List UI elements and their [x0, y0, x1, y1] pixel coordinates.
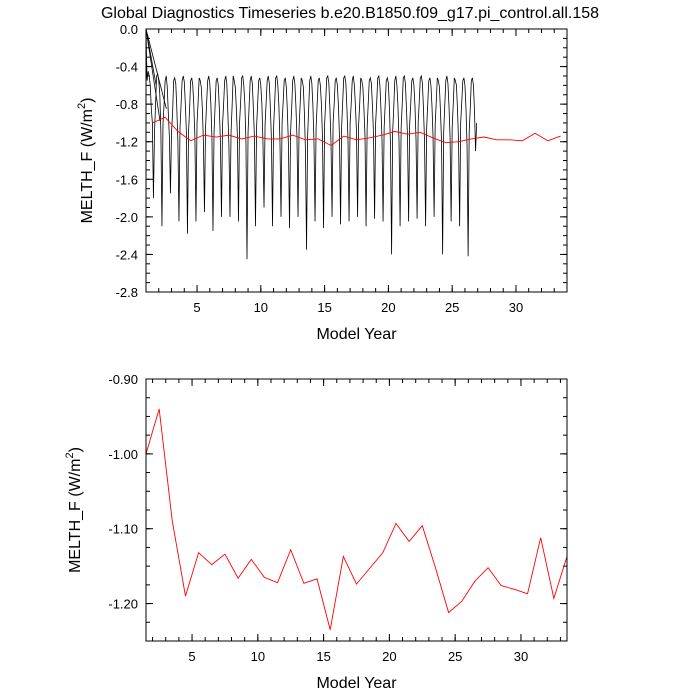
x-tick-label: 15: [316, 649, 330, 664]
bottom-panel: -0.90 -1.00 -1.10 -1.20 5 10 15 20 25 30 Model Yea…: [64, 372, 568, 692]
y-axis-label-superscript: 2: [64, 452, 76, 458]
initial-transient-line: [145, 28, 161, 122]
plot-frame: [145, 378, 568, 642]
y-axis-label-close: ): [79, 98, 96, 103]
y-tick-label: -2.0: [116, 210, 138, 225]
x-tick-label: 25: [445, 300, 459, 315]
y-tick-label: -2.8: [116, 285, 138, 300]
y-tick-label: -1.2: [116, 135, 138, 150]
top-panel: 0.0 -0.4 -0.8 -1.2 -1.6 -2.0 -2.4 -2.8 5 10 15 20 25…: [76, 22, 568, 343]
x-tick-label: 20: [382, 649, 396, 664]
y-tick-label: 0.0: [120, 22, 138, 37]
y-tick-label: -1.00: [108, 447, 138, 462]
y-tick-label: -0.90: [108, 372, 138, 387]
initial-transient-line: [145, 28, 157, 86]
x-tick-label: 30: [509, 300, 523, 315]
y-axis-label-main: MELTH_F (W/m: [79, 109, 96, 223]
x-tick-label: 25: [448, 649, 462, 664]
y-tick-label: -0.8: [116, 97, 138, 112]
y-axis-label-superscript: 2: [76, 103, 88, 109]
y-tick-label: -1.20: [108, 597, 138, 612]
x-tick-label: 15: [317, 300, 331, 315]
y-axis-label: MELTH_F (W/m2): [76, 98, 96, 224]
x-tick-label: 5: [193, 300, 200, 315]
plot-frame: [145, 28, 568, 293]
initial-transient-line: [145, 28, 167, 109]
x-axis-label: Model Year: [316, 326, 397, 343]
x-tick-label: 20: [381, 300, 395, 315]
x-axis-label: Model Year: [316, 675, 397, 692]
y-tick-label: -2.4: [116, 247, 138, 262]
x-tick-label: 10: [254, 300, 268, 315]
x-tick-label: 10: [251, 649, 265, 664]
y-axis-label-main: MELTH_F (W/m: [67, 459, 84, 573]
annual-mean-line: [145, 408, 568, 630]
monthly-series-line: [145, 28, 478, 260]
y-tick-label: -0.4: [116, 60, 138, 75]
chart-title: Global Diagnostics Timeseries b.e20.B185…: [101, 5, 599, 22]
x-tick-label: 5: [188, 649, 195, 664]
y-axis-label-close: ): [67, 447, 84, 452]
x-tick-label: 30: [514, 649, 528, 664]
y-tick-label: -1.6: [116, 172, 138, 187]
y-tick-label: -1.10: [108, 522, 138, 537]
y-axis-label: MELTH_F (W/m2): [64, 447, 84, 573]
annual-mean-line: [152, 116, 561, 146]
